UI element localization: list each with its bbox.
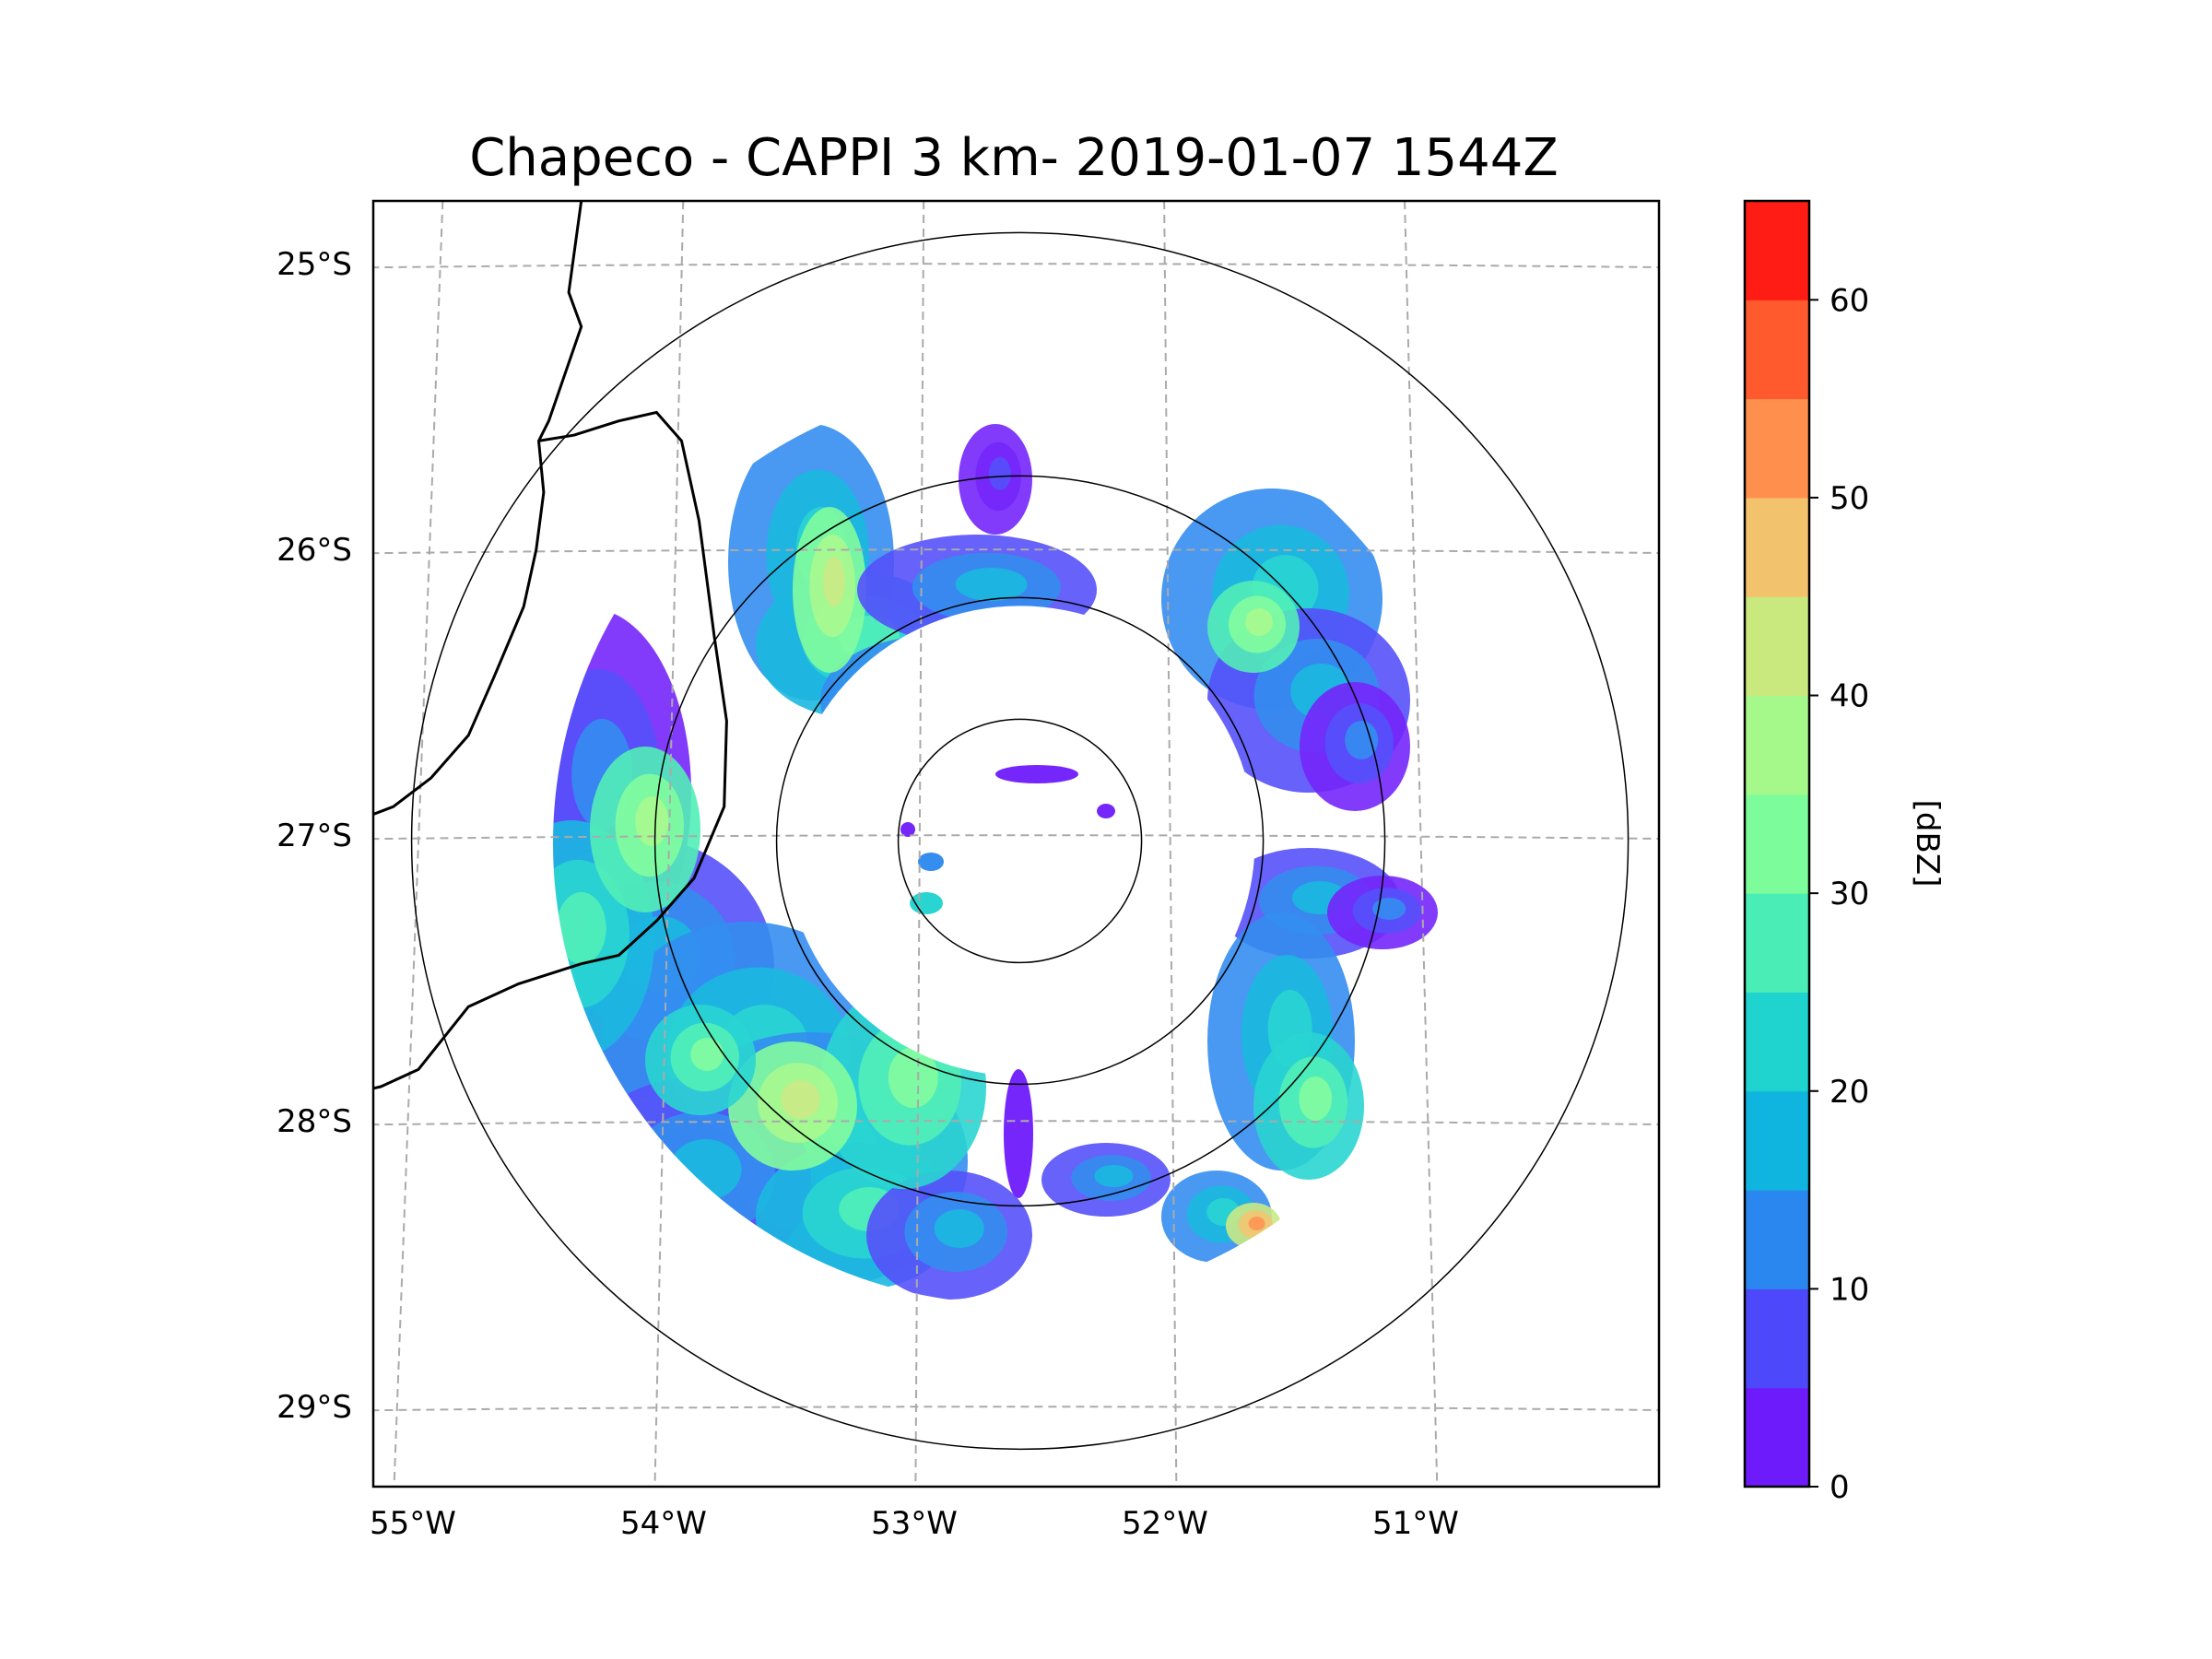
colorbar-label: [dBZ] xyxy=(1909,800,1946,888)
range-rings xyxy=(410,231,1630,1451)
lat-label: 25°S xyxy=(276,246,352,283)
longitude-labels: 55°W 54°W 53°W 52°W 51°W xyxy=(370,1505,1459,1542)
colorbar-tick-label: 10 xyxy=(1830,1271,1869,1308)
longitude-gridline xyxy=(393,201,444,1487)
echo-speck xyxy=(910,892,943,914)
range-ring xyxy=(897,718,1143,964)
colorbar-segment xyxy=(1745,201,1809,300)
map-gridlines xyxy=(373,201,1659,1487)
latitude-gridline xyxy=(373,834,1659,841)
longitude-gridline xyxy=(914,201,925,1487)
range-ring xyxy=(410,231,1630,1451)
echo-cell-peak xyxy=(1248,1217,1265,1230)
colorbar-tick-label: 30 xyxy=(1830,876,1869,912)
echo-cell-peak xyxy=(1094,1165,1134,1187)
echo-cell-peak xyxy=(690,1038,724,1071)
echo-speck xyxy=(1004,1069,1033,1198)
echo-cell-peak xyxy=(1372,898,1406,920)
lat-label: 29°S xyxy=(276,1389,352,1426)
echo-cell-peak xyxy=(988,457,1011,490)
echo-speck xyxy=(918,853,944,871)
colorbar-segment xyxy=(1745,992,1809,1092)
lon-label: 53°W xyxy=(871,1505,958,1542)
echo-cell-peak xyxy=(1299,1077,1333,1121)
echo-cell-peak xyxy=(822,557,845,606)
plot-title: Chapeco - CAPPI 3 km- 2019-01-07 1544Z xyxy=(469,128,1559,188)
echo-cell-peak xyxy=(635,796,669,846)
colorbar-segment xyxy=(1745,497,1809,597)
echo-cell-peak xyxy=(934,1209,984,1248)
map-frame xyxy=(371,199,1661,1488)
border-line xyxy=(373,410,728,1090)
latitude-gridline xyxy=(373,1406,1659,1412)
echo-cell-peak xyxy=(1345,721,1379,759)
lon-label: 55°W xyxy=(370,1505,456,1542)
lat-label: 28°S xyxy=(276,1103,352,1140)
colorbar-segment xyxy=(1745,695,1809,795)
echo-speck xyxy=(1097,804,1115,818)
range-ring xyxy=(775,596,1265,1086)
longitude-gridline xyxy=(1404,201,1439,1487)
colorbar-frame xyxy=(1743,199,1811,1488)
colorbar: 0 10 20 30 40 50 60 [dBZ] xyxy=(1743,199,1946,1506)
colorbar-segment xyxy=(1745,596,1809,697)
echo-cell-peak xyxy=(888,1047,938,1108)
colorbar-segment xyxy=(1745,1090,1809,1191)
map-axes: 25°S 26°S 27°S 28°S 29°S 55°W 54°W 53°W … xyxy=(276,199,1661,1542)
latitude-gridline xyxy=(373,1120,1659,1126)
colorbar-segment xyxy=(1745,1288,1809,1389)
colorbar-segment xyxy=(1745,1190,1809,1289)
echo-cell-peak xyxy=(955,568,1028,601)
colorbar-tick-label: 0 xyxy=(1830,1469,1850,1506)
echo-cell-peak xyxy=(556,892,606,964)
colorbar-segment xyxy=(1745,398,1809,499)
echo-cell-peak xyxy=(781,1080,820,1119)
lon-label: 54°W xyxy=(620,1505,707,1542)
latitude-gridline xyxy=(373,548,1659,555)
echo-speck xyxy=(900,822,915,837)
echo-speck xyxy=(995,765,1078,783)
longitude-gridline xyxy=(1163,201,1178,1487)
lon-label: 52°W xyxy=(1122,1505,1208,1542)
colorbar-segment xyxy=(1745,794,1809,894)
colorbar-ticks: 0 10 20 30 40 50 60 xyxy=(1809,282,1869,1506)
colorbar-segment xyxy=(1745,1387,1809,1488)
colorbar-tick-label: 50 xyxy=(1830,480,1869,517)
latitude-gridline xyxy=(373,263,1659,269)
colorbar-tick-label: 40 xyxy=(1830,678,1869,715)
echo-cell-peak xyxy=(1245,608,1273,636)
lon-label: 51°W xyxy=(1372,1505,1459,1542)
border-line xyxy=(373,201,583,817)
colorbar-segment xyxy=(1745,300,1809,400)
range-ring xyxy=(653,475,1386,1207)
lat-label: 27°S xyxy=(276,818,352,854)
colorbar-segment xyxy=(1745,893,1809,993)
country-borders xyxy=(373,201,728,1090)
latitude-labels: 25°S 26°S 27°S 28°S 29°S xyxy=(276,246,352,1426)
colorbar-tick-label: 20 xyxy=(1830,1074,1869,1111)
longitude-gridline xyxy=(653,201,685,1487)
colorbar-tick-label: 60 xyxy=(1830,282,1869,319)
colorbar-segments xyxy=(1745,201,1809,1488)
quiet-zone xyxy=(784,606,1255,1077)
lat-label: 26°S xyxy=(276,532,352,569)
